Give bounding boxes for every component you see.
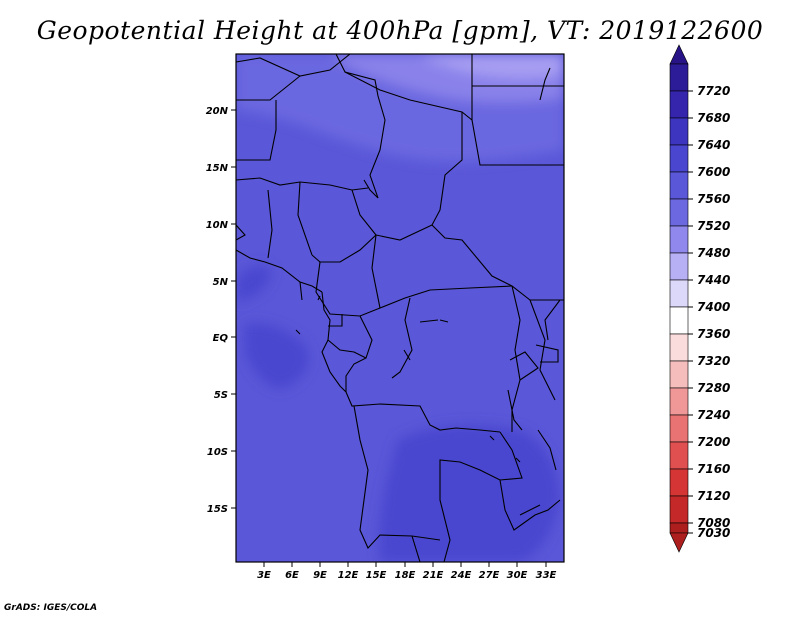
colorbar-segment	[669, 522, 689, 534]
lon-label-3e: 3E	[257, 570, 271, 581]
colorbar-label: 7200	[697, 435, 730, 449]
lon-label-18e: 18E	[395, 570, 416, 581]
colorbar-label: 7120	[697, 489, 730, 503]
colorbar-segment	[669, 414, 689, 443]
colorbar-segment	[669, 333, 689, 362]
colorbar: 7720 7680 7640 7600 7560 7520 7480 7440 …	[669, 44, 730, 553]
lon-label-30e: 30E	[507, 570, 528, 581]
colorbar-label: 7480	[697, 246, 730, 260]
field-blob-gabon	[244, 322, 309, 389]
colorbar-top-triangle	[669, 44, 689, 65]
colorbar-label: 7640	[697, 138, 730, 152]
colorbar-segment	[669, 360, 689, 389]
lon-label-9e: 9E	[313, 570, 327, 581]
colorbar-segment	[669, 468, 689, 497]
colorbar-label: 7520	[697, 219, 730, 233]
lon-label-6e: 6E	[285, 570, 299, 581]
colorbar-segment	[669, 171, 689, 200]
lon-label-21e: 21E	[423, 570, 444, 581]
colorbar-segment	[669, 144, 689, 173]
colorbar-label: 7320	[697, 354, 730, 368]
grads-credit: GrADS: IGES/COLA	[4, 603, 98, 613]
colorbar-segment	[669, 387, 689, 416]
lat-label-10n: 10N	[206, 220, 229, 231]
field-blob-south	[378, 424, 560, 562]
field-7440-band	[420, 54, 564, 78]
field-blob-west	[236, 265, 272, 302]
colorbar-label: 7680	[697, 111, 730, 125]
colorbar-label: 7600	[697, 165, 730, 179]
colorbar-segment	[669, 279, 689, 308]
colorbar-label: 7160	[697, 462, 730, 476]
lat-label-5n: 5N	[213, 277, 229, 288]
country-borders	[236, 54, 564, 562]
colorbar-label: 7720	[697, 84, 730, 98]
colorbar-segment	[669, 252, 689, 281]
lon-label-24e: 24E	[451, 570, 472, 581]
colorbar-label: 7400	[697, 300, 730, 314]
colorbar-label: 7280	[697, 381, 730, 395]
map-title: Geopotential Height at 400hPa [gpm], VT:…	[36, 16, 764, 45]
colorbar-segment	[669, 225, 689, 254]
colorbar-label: 7440	[697, 273, 730, 287]
lon-label-33e: 33E	[536, 570, 557, 581]
colorbar-bottom-triangle	[669, 532, 689, 553]
colorbar-segment	[669, 441, 689, 470]
colorbar-segment	[669, 63, 689, 92]
lat-label-eq: EQ	[213, 333, 229, 344]
colorbar-label: 7240	[697, 408, 730, 422]
colorbar-segment	[669, 90, 689, 119]
colorbar-segment	[669, 117, 689, 146]
lat-label-10s: 10S	[207, 447, 228, 458]
lon-label-15e: 15E	[366, 570, 387, 581]
colorbar-segment	[669, 495, 689, 524]
lat-label-15s: 15S	[207, 504, 228, 515]
colorbar-label: 7360	[697, 327, 730, 341]
map-frame	[235, 53, 565, 563]
geopotential-field	[236, 54, 564, 562]
lat-label-15n: 15N	[206, 163, 229, 174]
colorbar-segment	[669, 306, 689, 335]
colorbar-label: 7080	[697, 516, 730, 530]
lon-label-12e: 12E	[338, 570, 359, 581]
lon-label-27e: 27E	[479, 570, 500, 581]
lat-label-5s: 5S	[214, 390, 228, 401]
colorbar-label: 7030	[697, 526, 730, 540]
lat-label-20n: 20N	[206, 106, 229, 117]
colorbar-segment	[669, 198, 689, 227]
colorbar-label: 7560	[697, 192, 730, 206]
